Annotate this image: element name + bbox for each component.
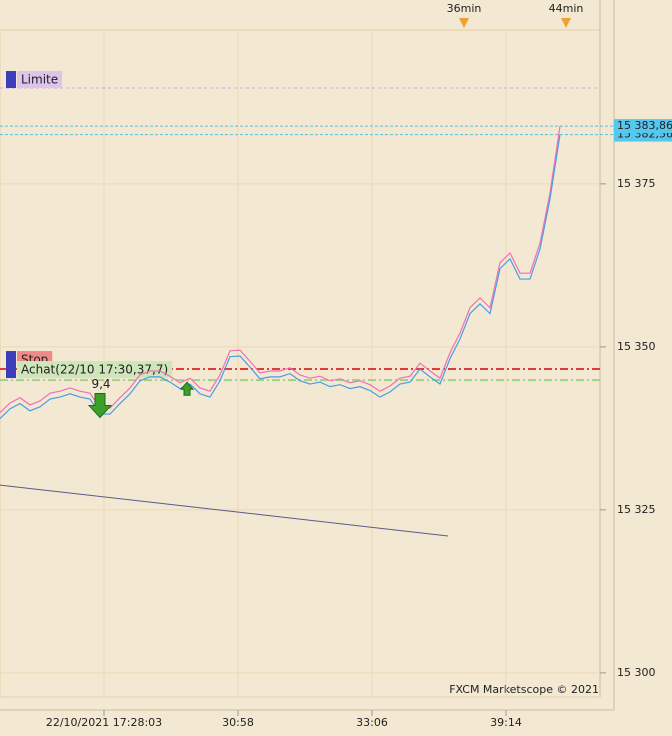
time-marker — [561, 18, 571, 28]
price-line — [0, 126, 561, 414]
trade-label: 9,4 — [91, 377, 110, 391]
price-tag — [614, 119, 672, 134]
x-tick-label: 33:06 — [356, 716, 388, 729]
y-tick-label: 15 375 — [617, 177, 656, 190]
y-tick-label: 15 300 — [617, 666, 656, 679]
time-marker — [459, 18, 469, 28]
price-tag-label: 15 383,86 — [617, 119, 672, 132]
level-handle — [6, 361, 16, 379]
x-tick-label: 22/10/2021 17:28:03 — [46, 716, 162, 729]
trade-arrow — [179, 381, 195, 396]
price-line — [0, 134, 561, 420]
trade-arrow — [87, 393, 113, 419]
time-marker-label: 36min — [447, 2, 482, 15]
time-marker-label: 44min — [549, 2, 584, 15]
x-tick-label: 39:14 — [490, 716, 522, 729]
y-tick-label: 15 350 — [617, 340, 656, 353]
trendline — [0, 484, 449, 537]
x-tick-label: 30:58 — [222, 716, 254, 729]
level-label: Limite — [21, 73, 58, 87]
level-handle — [6, 351, 16, 369]
level-label-box — [17, 71, 63, 89]
level-handle — [6, 71, 16, 89]
level-label: Achat(22/10 17:30,37,7) — [21, 363, 168, 377]
y-tick-label: 15 325 — [617, 503, 656, 516]
level-label-box — [17, 361, 173, 379]
watermark: FXCM Marketscope © 2021 — [449, 683, 599, 696]
